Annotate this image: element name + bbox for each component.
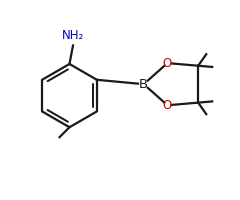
Text: O: O — [163, 99, 172, 112]
Text: B: B — [139, 78, 148, 91]
Text: O: O — [163, 57, 172, 70]
Text: NH₂: NH₂ — [62, 29, 84, 42]
